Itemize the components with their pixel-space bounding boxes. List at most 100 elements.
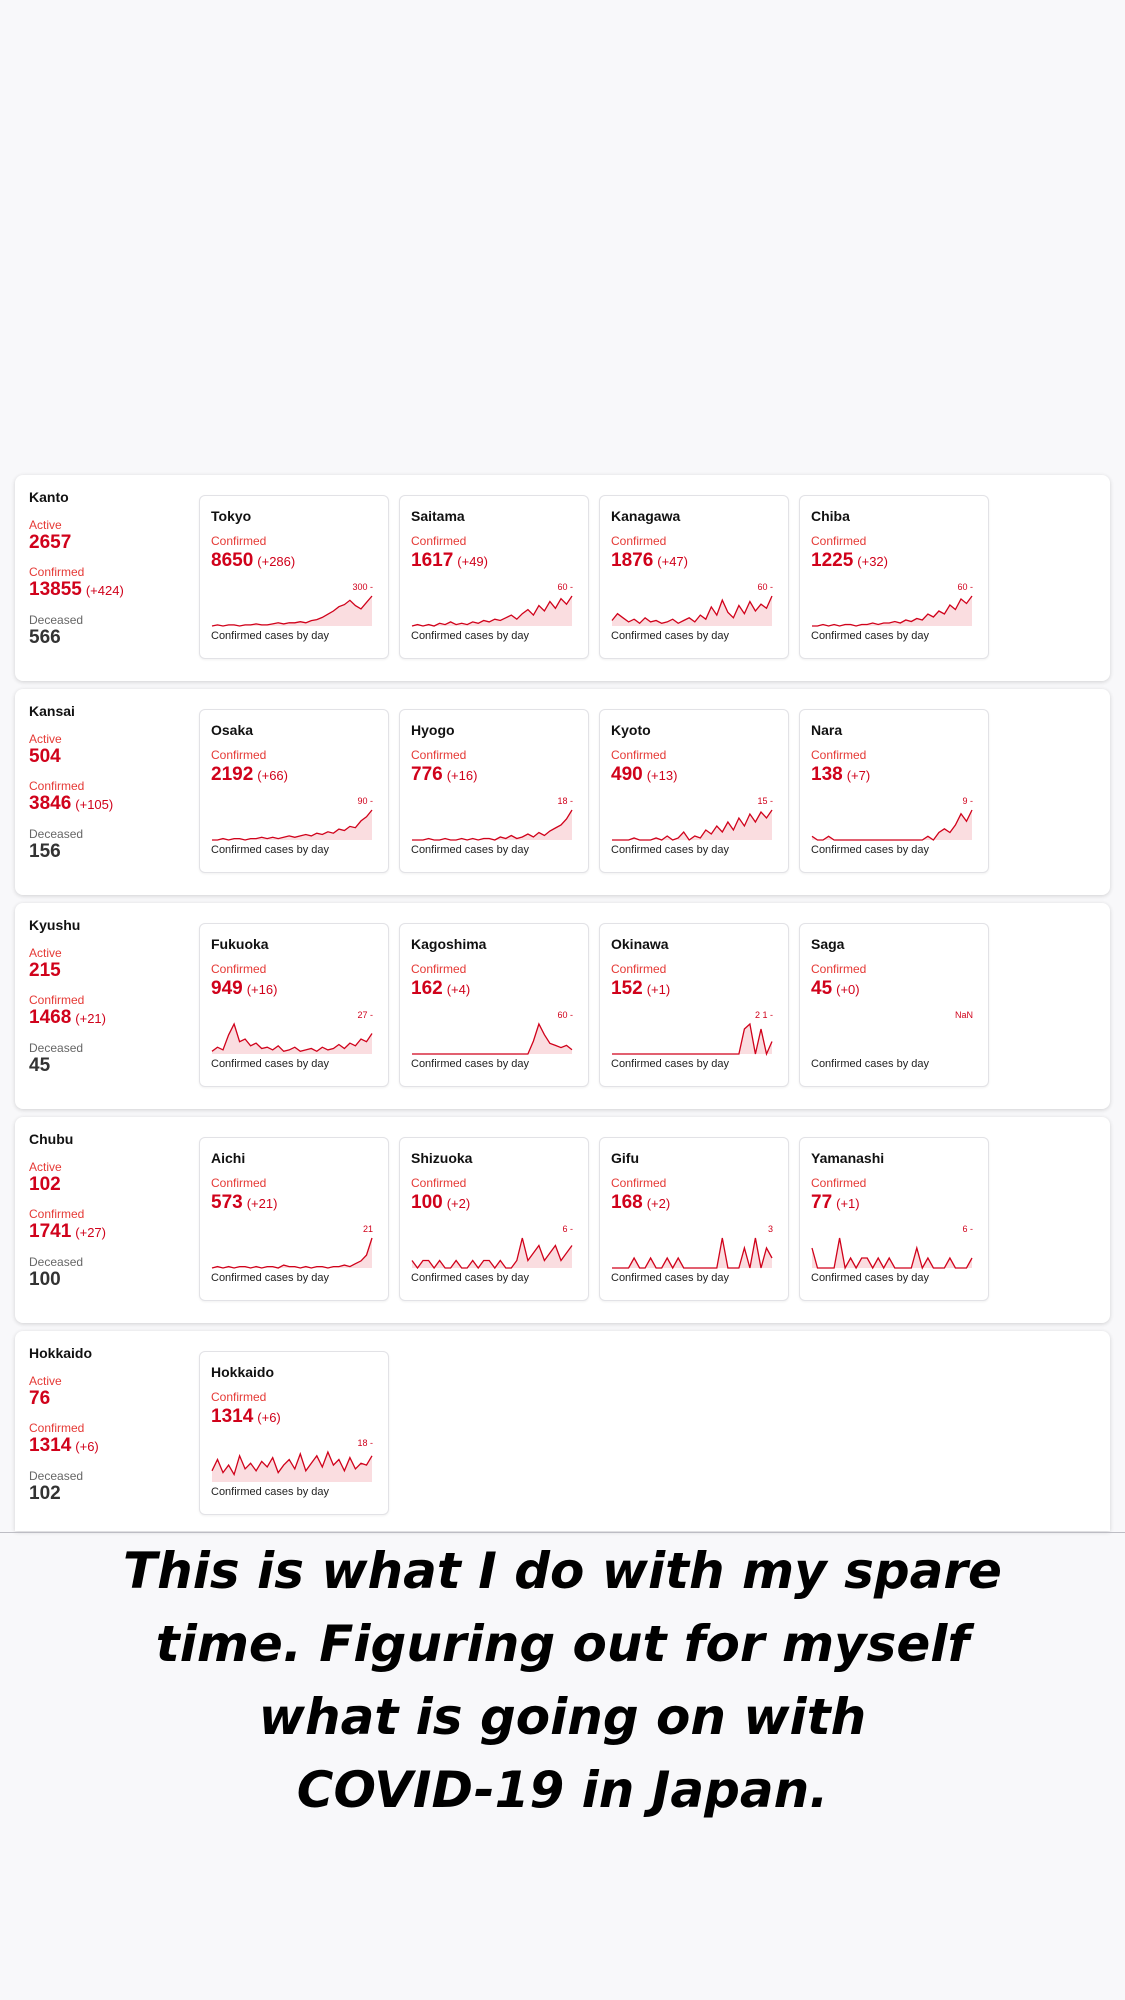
confirmed-label: Confirmed	[211, 1390, 267, 1404]
sparkline-line	[211, 1022, 373, 1053]
confirmed-delta: (+21)	[75, 1011, 106, 1026]
chart-footer-label: Confirmed cases by day	[611, 844, 729, 856]
confirmed-label: Confirmed	[211, 1176, 267, 1190]
sparkline-chart: 90 -	[212, 796, 373, 841]
chart-footer-label: Confirmed cases by day	[211, 844, 329, 856]
sparkline-line	[411, 595, 573, 627]
prefecture-card[interactable]: Kanagawa Confirmed 1876 (+47) Confirmed c…	[599, 495, 789, 659]
prefecture-card[interactable]: Saitama Confirmed 1617 (+49) Confirmed ca…	[399, 495, 589, 659]
confirmed-delta: (+1)	[836, 1196, 860, 1211]
chart-footer-label: Confirmed cases by day	[411, 630, 529, 642]
sparkline-peak-label: 6 -	[962, 1224, 973, 1234]
region-panel: Kanto Active 2657 Confirmed 13855 (+424) …	[15, 475, 1110, 681]
sparkline-chart: 2 1 -	[612, 1010, 773, 1056]
chart-footer-label: Confirmed cases by day	[211, 1486, 329, 1498]
confirmed-value: 77	[811, 1192, 833, 1213]
deceased-label: Deceased	[29, 613, 84, 627]
sparkline-chart: 60 -	[611, 582, 773, 626]
confirmed-delta: (+1)	[646, 982, 671, 997]
sparkline-peak-label: 3	[768, 1224, 773, 1234]
confirmed-delta: (+105)	[75, 797, 114, 812]
active-value: 102	[29, 1174, 61, 1195]
confirmed-value-row: 8650 (+286)	[211, 550, 295, 572]
sparkline-chart: NaN	[955, 1010, 973, 1020]
confirmed-value-row: 1617 (+49)	[411, 550, 488, 572]
prefecture-card[interactable]: Kyoto Confirmed 490 (+13) Confirmed cases…	[599, 709, 789, 873]
sparkline-line	[211, 1450, 373, 1477]
chart-footer-label: Confirmed cases by day	[211, 630, 329, 642]
confirmed-label: Confirmed	[811, 1176, 867, 1190]
confirmed-label: Confirmed	[811, 748, 867, 762]
sparkline-area	[412, 596, 572, 626]
sparkline-chart: 6 -	[811, 1224, 973, 1270]
sparkline-area	[212, 1452, 372, 1482]
confirmed-label: Confirmed	[29, 1421, 85, 1435]
prefecture-name: Hokkaido	[211, 1364, 275, 1380]
prefecture-name: Gifu	[611, 1150, 639, 1166]
prefecture-card[interactable]: Chiba Confirmed 1225 (+32) Confirmed case…	[799, 495, 989, 659]
chart-footer-label: Confirmed cases by day	[811, 1272, 929, 1284]
confirmed-label: Confirmed	[211, 534, 267, 548]
confirmed-value: 573	[211, 1192, 243, 1213]
confirmed-value-row: 162 (+4)	[411, 978, 470, 1000]
confirmed-value: 1225	[811, 550, 854, 571]
prefecture-card[interactable]: Hokkaido Confirmed 1314 (+6) Confirmed ca…	[199, 1351, 389, 1515]
chart-footer-label: Confirmed cases by day	[611, 1272, 729, 1284]
confirmed-value-row: 138 (+7)	[811, 764, 870, 786]
prefecture-card[interactable]: Yamanashi Confirmed 77 (+1) Confirmed cas…	[799, 1137, 989, 1301]
confirmed-label: Confirmed	[411, 1176, 467, 1190]
chart-footer-label: Confirmed cases by day	[811, 1058, 929, 1070]
sparkline-line	[811, 1237, 973, 1270]
sparkline-chart: 60 -	[812, 582, 973, 627]
sparkline-chart: 60 -	[411, 582, 573, 627]
region-panel: Kansai Active 504 Confirmed 3846 (+105) D…	[15, 689, 1110, 895]
caption-line: what is going on with	[258, 1688, 867, 1746]
chart-footer-label: Confirmed cases by day	[411, 1272, 529, 1284]
deceased-value: 45	[29, 1055, 51, 1076]
confirmed-value: 138	[811, 764, 843, 785]
confirmed-value-row: 77 (+1)	[811, 1192, 860, 1214]
sparkline-area	[212, 810, 372, 840]
chart-footer-label: Confirmed cases by day	[611, 1058, 729, 1070]
region-stats: Kansai Active 504 Confirmed 3846 (+105) D…	[29, 703, 199, 863]
prefecture-card[interactable]: Saga Confirmed 45 (+0) Confirmed cases by…	[799, 923, 989, 1087]
region-stats: Kanto Active 2657 Confirmed 13855 (+424) …	[29, 489, 199, 649]
confirmed-value: 2192	[211, 764, 254, 785]
prefecture-card[interactable]: Aichi Confirmed 573 (+21) Confirmed cases…	[199, 1137, 389, 1301]
prefecture-card[interactable]: Tokyo Confirmed 8650 (+286) Confirmed cas…	[199, 495, 389, 659]
region-name: Hokkaido	[29, 1345, 93, 1361]
sparkline-area	[612, 810, 772, 840]
prefecture-name: Chiba	[811, 508, 850, 524]
confirmed-label: Confirmed	[211, 962, 267, 976]
prefecture-card[interactable]: Nara Confirmed 138 (+7) Confirmed cases b…	[799, 709, 989, 873]
sparkline-area	[812, 810, 972, 840]
sparkline-chart: 15 -	[612, 796, 773, 841]
deceased-label: Deceased	[29, 827, 84, 841]
sparkline-line	[211, 595, 373, 627]
confirmed-delta: (+27)	[75, 1225, 106, 1240]
prefecture-card[interactable]: Shizuoka Confirmed 100 (+2) Confirmed cas…	[399, 1137, 589, 1301]
prefecture-name: Kagoshima	[411, 936, 487, 952]
prefecture-name: Saitama	[411, 508, 465, 524]
sparkline-line	[412, 1022, 573, 1055]
confirmed-value-row: 100 (+2)	[411, 1192, 470, 1214]
prefecture-name: Aichi	[211, 1150, 246, 1166]
active-label: Active	[29, 518, 62, 532]
prefecture-name: Shizuoka	[411, 1150, 473, 1166]
prefecture-card[interactable]: Fukuoka Confirmed 949 (+16) Confirmed cas…	[199, 923, 389, 1087]
prefecture-card[interactable]: Osaka Confirmed 2192 (+66) Confirmed case…	[199, 709, 389, 873]
sparkline-line	[812, 595, 973, 627]
confirmed-value: 100	[411, 1192, 443, 1213]
prefecture-card[interactable]: Hyogo Confirmed 776 (+16) Confirmed cases…	[399, 709, 589, 873]
prefecture-card[interactable]: Kagoshima Confirmed 162 (+4) Confirmed ca…	[399, 923, 589, 1087]
confirmed-delta: (+286)	[257, 554, 296, 569]
chart-footer-label: Confirmed cases by day	[411, 1058, 529, 1070]
sparkline-line	[411, 1237, 573, 1270]
prefecture-card[interactable]: Okinawa Confirmed 152 (+1) Confirmed case…	[599, 923, 789, 1087]
confirmed-value-row: 1876 (+47)	[611, 550, 688, 572]
sparkline-area	[412, 1238, 572, 1268]
confirmed-value-row: 168 (+2)	[611, 1192, 670, 1214]
prefecture-card[interactable]: Gifu Confirmed 168 (+2) Confirmed cases b…	[599, 1137, 789, 1301]
confirmed-label: Confirmed	[611, 748, 667, 762]
sparkline-chart: 21	[211, 1224, 373, 1269]
